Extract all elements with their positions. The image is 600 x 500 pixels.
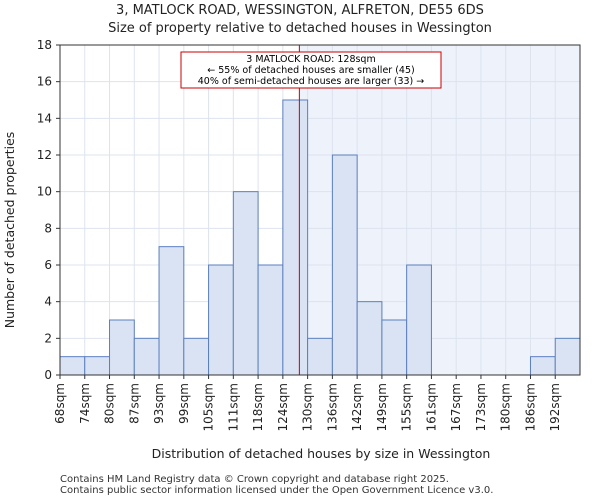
y-tick-label: 14 — [37, 111, 52, 125]
footer-line-2: Contains public sector information licen… — [60, 485, 494, 496]
bar-68sqm — [59, 356, 86, 376]
x-tick-label: 118sqm — [251, 383, 265, 431]
x-tick-label: 124sqm — [276, 383, 290, 431]
y-tick-label: 6 — [44, 258, 52, 272]
x-tick-label: 74sqm — [78, 383, 92, 424]
bar-130sqm — [307, 337, 333, 376]
x-tick-label: 155sqm — [400, 383, 414, 431]
x-axis-label: Distribution of detached houses by size … — [152, 446, 491, 461]
chart-title: 3, MATLOCK ROAD, WESSINGTON, ALFRETON, D… — [116, 3, 484, 18]
bar-136sqm — [331, 154, 358, 376]
x-tick-label: 167sqm — [449, 383, 463, 431]
bar-186sqm — [529, 356, 556, 376]
bar-93sqm — [158, 246, 185, 376]
y-tick-label: 18 — [37, 38, 52, 52]
x-tick-label: 142sqm — [350, 383, 364, 431]
x-tick-label: 130sqm — [301, 383, 315, 431]
bar-74sqm — [84, 356, 111, 376]
annotation-line-3: 40% of semi-detached houses are larger (… — [198, 76, 425, 87]
x-tick-label: 173sqm — [474, 383, 488, 431]
bar-149sqm — [381, 319, 408, 376]
annotation-box: 3 MATLOCK ROAD: 128sqm ← 55% of detached… — [180, 51, 442, 89]
x-tick-label: 105sqm — [202, 383, 216, 431]
bar-80sqm — [109, 319, 135, 376]
bar-124sqm — [282, 99, 309, 376]
x-tick-label: 68sqm — [53, 383, 67, 424]
footer-line-1: Contains HM Land Registry data © Crown c… — [60, 474, 449, 485]
y-tick-label: 10 — [37, 185, 52, 199]
y-axis-label: Number of detached properties — [2, 132, 17, 329]
bars — [59, 99, 581, 376]
annotation-line-2: ← 55% of detached houses are smaller (45… — [207, 65, 414, 76]
bar-155sqm — [406, 264, 432, 376]
annotation-border — [180, 51, 442, 89]
x-tick-label: 186sqm — [523, 383, 537, 431]
x-tick-label: 99sqm — [177, 383, 191, 424]
y-tick-label: 8 — [44, 221, 52, 235]
x-tick-label: 87sqm — [127, 383, 141, 424]
annotation-line-1: 3 MATLOCK ROAD: 128sqm — [246, 54, 375, 65]
bar-99sqm — [183, 337, 210, 376]
y-tick-label: 4 — [44, 295, 52, 309]
bar-87sqm — [133, 337, 160, 376]
y-tick-label: 16 — [37, 75, 52, 89]
y-tick-label: 2 — [44, 331, 52, 345]
x-tick-label: 149sqm — [375, 383, 389, 431]
x-tick-label: 136sqm — [325, 383, 339, 431]
chart-subtitle: Size of property relative to detached ho… — [108, 21, 492, 36]
y-tick-label: 12 — [37, 148, 52, 162]
x-tick-label: 80sqm — [103, 383, 117, 424]
x-tick-label: 111sqm — [226, 383, 240, 431]
bar-142sqm — [356, 301, 383, 376]
x-axis-ticks: 68sqm 74sqm 80sqm 87sqm 93sqm 99sqm 105sqm 111s… — [53, 375, 562, 431]
bar-192sqm — [554, 337, 581, 376]
y-axis-ticks: 0 2 4 6 8 10 12 14 16 18 — [37, 38, 60, 382]
x-tick-label: 180sqm — [499, 383, 513, 431]
x-tick-label: 161sqm — [424, 383, 438, 431]
y-tick-label: 0 — [44, 368, 52, 382]
plot-area — [59, 44, 581, 376]
x-tick-label: 192sqm — [548, 383, 562, 431]
x-tick-label: 93sqm — [152, 383, 166, 424]
bar-105sqm — [208, 264, 234, 376]
bar-111sqm — [232, 191, 259, 376]
bar-118sqm — [257, 264, 284, 376]
